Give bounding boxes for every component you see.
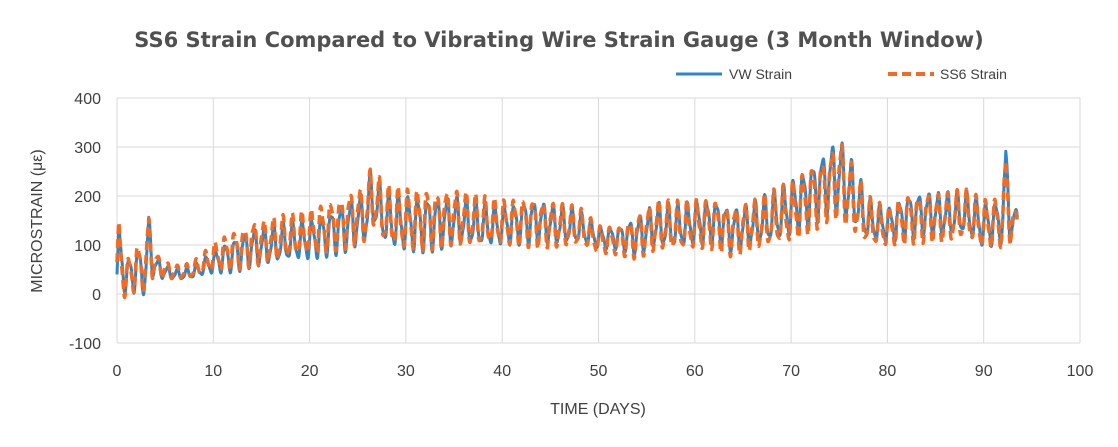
x-tick-label: 40 [493, 363, 511, 380]
legend-label-vw-strain: VW Strain [729, 66, 792, 82]
legend: VW Strain SS6 Strain [676, 66, 1007, 82]
y-tick-label: 0 [92, 287, 101, 304]
x-tick-label: 20 [301, 363, 319, 380]
legend-label-ss6-strain: SS6 Strain [940, 66, 1007, 82]
x-tick-label: 90 [975, 363, 993, 380]
series-layer [115, 141, 1020, 300]
y-tick-label: 400 [74, 91, 101, 108]
x-tick-label: 50 [590, 363, 608, 380]
x-tick-label: 100 [1067, 363, 1094, 380]
y-tick-label: 100 [74, 238, 101, 255]
x-tick-label: 60 [686, 363, 704, 380]
x-tick-label: 80 [879, 363, 897, 380]
x-axis-title: TIME (DAYS) [550, 401, 646, 418]
x-tick-labels: 0 10 20 30 40 50 60 70 80 90 100 [113, 363, 1094, 380]
y-tick-label: 300 [74, 140, 101, 157]
x-tick-label: 0 [113, 363, 122, 380]
y-tick-label: -100 [69, 336, 101, 353]
series-line-1 [115, 143, 1020, 300]
x-tick-label: 70 [782, 363, 800, 380]
y-axis-title: MICROSTRAIN (με) [29, 149, 46, 292]
y-tick-label: 200 [74, 189, 101, 206]
chart-title: SS6 Strain Compared to Vibrating Wire St… [134, 28, 983, 52]
y-tick-labels: -100 0 100 200 300 400 [69, 91, 101, 353]
x-tick-label: 10 [204, 363, 222, 380]
x-tick-label: 30 [397, 363, 415, 380]
